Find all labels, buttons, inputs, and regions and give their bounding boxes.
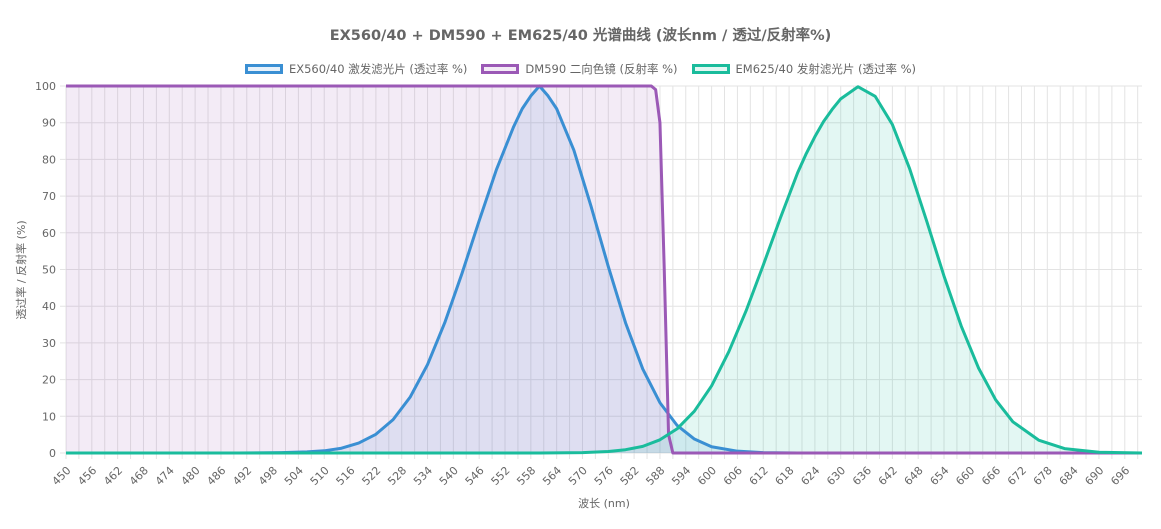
y-tick-label: 60 [42,227,56,240]
x-tick-label: 570 [566,464,590,488]
x-tick-label: 696 [1108,464,1132,488]
x-tick-label: 468 [127,464,151,488]
y-tick-label: 70 [42,190,56,203]
legend-item-ex560[interactable]: EX560/40 激发滤光片 (透过率 %) [244,61,468,77]
legend-label-dm590: DM590 二向色镜 (反射率 %) [525,62,678,76]
y-tick-label: 80 [42,153,56,166]
x-tick-label: 612 [747,464,771,488]
y-tick-label: 0 [49,447,56,460]
legend-swatch-dm590 [481,64,520,74]
x-tick-label: 552 [489,464,513,488]
legend: EX560/40 激发滤光片 (透过率 %) DM590 二向色镜 (反射率 %… [0,61,1161,77]
x-tick-label: 630 [824,464,848,488]
x-tick-label: 606 [721,464,745,488]
legend-item-dm590[interactable]: DM590 二向色镜 (反射率 %) [481,61,678,77]
x-tick-label: 594 [669,464,693,488]
y-tick-label: 20 [42,374,56,387]
x-tick-label: 618 [773,464,797,488]
x-tick-label: 660 [953,464,977,488]
legend-item-em625[interactable]: EM625/40 发射滤光片 (透过率 %) [691,61,917,77]
legend-label-ex560: EX560/40 激发滤光片 (透过率 %) [288,62,468,76]
y-tick-label: 10 [42,410,56,423]
x-tick-label: 588 [643,464,667,488]
x-tick-label: 528 [385,464,409,488]
x-tick-label: 534 [411,464,435,488]
x-tick-label: 450 [49,464,73,488]
x-tick-label: 558 [514,464,538,488]
y-axis-title: 透过率 / 反射率 (%) [14,220,28,319]
x-tick-label: 582 [618,464,642,488]
series-line-1 [66,84,1142,455]
x-tick-label: 642 [876,464,900,488]
x-tick-label: 672 [1005,464,1029,488]
x-axis-title: 波长 (nm) [578,497,630,510]
x-tick-label: 456 [75,464,99,488]
x-tick-label: 648 [902,464,926,488]
x-tick-label: 666 [979,464,1003,488]
x-tick-label: 564 [540,464,564,488]
series-area-0 [66,86,1142,453]
x-tick-label: 486 [204,464,228,488]
x-tick-label: 474 [153,464,177,488]
legend-swatch-em625 [691,64,730,74]
legend-swatch-ex560 [244,64,283,74]
x-tick-label: 480 [179,464,203,488]
x-tick-label: 522 [359,464,383,488]
x-tick-label: 678 [1031,464,1055,488]
x-tick-label: 690 [1082,464,1106,488]
x-tick-label: 624 [798,464,822,488]
y-tick-label: 40 [42,300,56,313]
x-tick-label: 576 [592,464,616,488]
x-tick-label: 492 [230,464,254,488]
y-tick-label: 100 [35,80,56,93]
line-layer [66,84,1143,455]
x-tick-label: 654 [928,464,952,488]
fill-layer [66,86,1142,453]
y-tick-label: 50 [42,264,56,277]
x-tick-label: 600 [695,464,719,488]
x-tick-label: 462 [101,464,125,488]
y-tick-label: 30 [42,337,56,350]
y-tick-label: 90 [42,117,56,130]
grid-layer [60,85,1142,459]
series-area-1 [66,86,1142,453]
chart-title: EX560/40 + DM590 + EM625/40 光谱曲线 (波长nm /… [329,28,832,44]
x-tick-label: 546 [463,464,487,488]
x-tick-label: 540 [437,464,461,488]
series-line-2 [66,85,1143,455]
series-area-2 [66,86,1142,453]
x-tick-label: 684 [1057,464,1081,488]
x-tick-label: 504 [282,464,306,488]
series-line-0 [66,84,1142,455]
x-tick-label: 636 [850,464,874,488]
x-tick-label: 510 [308,464,332,488]
legend-label-em625: EM625/40 发射滤光片 (透过率 %) [735,62,917,76]
x-tick-label: 498 [256,464,280,488]
x-tick-label: 516 [334,464,358,488]
